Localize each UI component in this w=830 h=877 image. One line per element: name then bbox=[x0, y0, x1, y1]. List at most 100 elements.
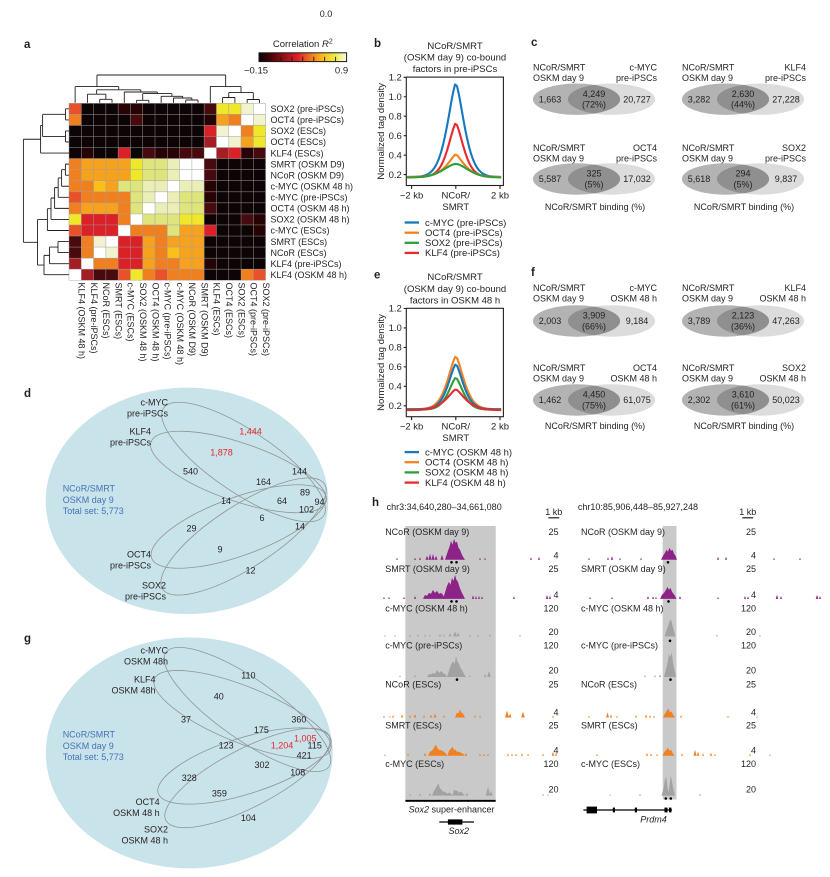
svg-text:3,610: 3,610 bbox=[732, 390, 755, 400]
svg-text:KLF4 (pre-iPSCs): KLF4 (pre-iPSCs) bbox=[89, 283, 99, 354]
svg-text:6: 6 bbox=[259, 513, 264, 523]
svg-text:SOX2 (pre-iPSCs): SOX2 (pre-iPSCs) bbox=[271, 104, 345, 114]
svg-text:OSKM day 9: OSKM day 9 bbox=[63, 741, 114, 751]
svg-text:pre-iPSCs: pre-iPSCs bbox=[616, 73, 658, 83]
svg-text:SOX2 (pre-iPSCs): SOX2 (pre-iPSCs) bbox=[261, 283, 271, 357]
svg-text:25: 25 bbox=[548, 527, 558, 537]
svg-text:NCoR/SMRT: NCoR/SMRT bbox=[682, 283, 735, 293]
svg-text:KLF4 (OSKM 48 h): KLF4 (OSKM 48 h) bbox=[271, 270, 348, 280]
svg-text:1.0: 1.0 bbox=[389, 323, 402, 334]
svg-text:NCoR/SMRT: NCoR/SMRT bbox=[682, 143, 735, 153]
svg-text:20: 20 bbox=[548, 666, 558, 676]
svg-text:c-MYC (ESCs): c-MYC (ESCs) bbox=[271, 226, 330, 236]
svg-text:89: 89 bbox=[300, 487, 310, 497]
svg-text:SMRT (ESCs): SMRT (ESCs) bbox=[385, 721, 442, 731]
svg-text:−2 kb: −2 kb bbox=[400, 422, 424, 433]
svg-text:5,618: 5,618 bbox=[688, 174, 711, 184]
svg-text:14: 14 bbox=[221, 496, 231, 506]
svg-text:29: 29 bbox=[186, 523, 196, 533]
svg-text:9,184: 9,184 bbox=[626, 316, 649, 326]
svg-text:1 kb: 1 kb bbox=[739, 507, 756, 517]
svg-text:302: 302 bbox=[254, 760, 269, 770]
svg-text:OCT4: OCT4 bbox=[633, 143, 657, 153]
svg-text:(5%): (5%) bbox=[733, 179, 752, 189]
svg-text:KLF4 (OSKM 48 h): KLF4 (OSKM 48 h) bbox=[77, 283, 87, 360]
svg-text:1.2: 1.2 bbox=[389, 304, 402, 315]
svg-text:20: 20 bbox=[548, 627, 558, 637]
svg-text:123: 123 bbox=[219, 741, 234, 751]
svg-text:OSKM day 9: OSKM day 9 bbox=[682, 293, 733, 303]
svg-text:NCoR/SMRT: NCoR/SMRT bbox=[682, 63, 735, 73]
svg-text:17,032: 17,032 bbox=[623, 174, 651, 184]
svg-text:359: 359 bbox=[212, 788, 227, 798]
svg-text:KLF4 (pre-iPSCs): KLF4 (pre-iPSCs) bbox=[425, 248, 500, 259]
svg-text:4: 4 bbox=[553, 746, 558, 756]
svg-text:−2 kb: −2 kb bbox=[400, 191, 424, 202]
svg-text:c-MYC (pre-iPSCs): c-MYC (pre-iPSCs) bbox=[581, 641, 658, 651]
svg-text:KLF4 (pre-iPSCs): KLF4 (pre-iPSCs) bbox=[271, 259, 342, 269]
svg-text:4: 4 bbox=[751, 590, 756, 600]
svg-text:KLF4 (ESCs): KLF4 (ESCs) bbox=[212, 283, 222, 336]
svg-text:OCT4 (pre-iPSCs): OCT4 (pre-iPSCs) bbox=[425, 228, 503, 239]
svg-text:NCoR/SMRT binding (%): NCoR/SMRT binding (%) bbox=[545, 421, 645, 431]
svg-text:0.2: 0.2 bbox=[389, 170, 402, 181]
svg-text:SMRT: SMRT bbox=[442, 202, 469, 213]
svg-text:25: 25 bbox=[548, 680, 558, 690]
svg-text:SOX2: SOX2 bbox=[782, 143, 806, 153]
svg-text:2,003: 2,003 bbox=[539, 316, 562, 326]
svg-text:OSKM 48 h: OSKM 48 h bbox=[610, 373, 657, 383]
svg-text:(36%): (36%) bbox=[731, 321, 755, 331]
svg-text:25: 25 bbox=[746, 527, 756, 537]
svg-text:d: d bbox=[24, 388, 31, 400]
svg-text:a: a bbox=[24, 39, 31, 51]
svg-text:NCoR/SMRT: NCoR/SMRT bbox=[533, 283, 586, 293]
svg-text:0.6: 0.6 bbox=[389, 362, 402, 373]
svg-text:OSKM day 9: OSKM day 9 bbox=[533, 73, 584, 83]
svg-text:c-MYC (pre-iPSCs): c-MYC (pre-iPSCs) bbox=[425, 218, 506, 229]
svg-text:4: 4 bbox=[553, 707, 558, 717]
svg-text:c-MYC: c-MYC bbox=[630, 63, 658, 73]
svg-text:OCT4 (pre-iPSCs): OCT4 (pre-iPSCs) bbox=[271, 115, 345, 125]
svg-text:9,837: 9,837 bbox=[775, 174, 798, 184]
svg-text:KLF4: KLF4 bbox=[134, 675, 156, 685]
svg-text:4,249: 4,249 bbox=[583, 89, 606, 99]
svg-text:c-MYC (pre-iPSCs): c-MYC (pre-iPSCs) bbox=[385, 641, 462, 651]
svg-text:1,444: 1,444 bbox=[239, 426, 262, 436]
svg-text:OSKM day 9: OSKM day 9 bbox=[682, 73, 733, 83]
svg-text:(75%): (75%) bbox=[582, 400, 606, 410]
svg-text:SOX2 (pre-iPSCs): SOX2 (pre-iPSCs) bbox=[425, 238, 503, 249]
svg-text:OSKM 48 h: OSKM 48 h bbox=[759, 373, 806, 383]
svg-text:NCoR/SMRT: NCoR/SMRT bbox=[427, 272, 482, 283]
svg-text:0.0: 0.0 bbox=[320, 9, 333, 19]
svg-text:SOX2: SOX2 bbox=[142, 581, 166, 591]
svg-text:14: 14 bbox=[295, 521, 305, 531]
svg-text:325: 325 bbox=[586, 169, 601, 179]
svg-text:c-MYC (OSKM 48 h): c-MYC (OSKM 48 h) bbox=[581, 603, 664, 613]
svg-text:20: 20 bbox=[746, 627, 756, 637]
svg-text:120: 120 bbox=[543, 759, 558, 769]
svg-text:1,663: 1,663 bbox=[539, 94, 562, 104]
svg-text:SOX2: SOX2 bbox=[782, 363, 806, 373]
svg-text:c-MYC (ESCs): c-MYC (ESCs) bbox=[581, 759, 640, 769]
svg-text:NCoR/: NCoR/ bbox=[442, 191, 471, 202]
svg-text:(61%): (61%) bbox=[731, 400, 755, 410]
svg-text:1,878: 1,878 bbox=[210, 447, 233, 457]
svg-text:1.0: 1.0 bbox=[389, 92, 402, 103]
svg-text:NCoR/SMRT: NCoR/SMRT bbox=[682, 363, 735, 373]
svg-text:OSKM 48 h: OSKM 48 h bbox=[610, 293, 657, 303]
svg-text:KLF4 (ESCs): KLF4 (ESCs) bbox=[271, 148, 324, 158]
svg-text:KLF4: KLF4 bbox=[129, 427, 151, 437]
svg-text:NCoR (OSKM D9): NCoR (OSKM D9) bbox=[271, 170, 345, 180]
svg-text:NCoR (OSKM day 9): NCoR (OSKM day 9) bbox=[581, 527, 665, 537]
svg-text:h: h bbox=[372, 497, 379, 509]
svg-text:120: 120 bbox=[741, 759, 756, 769]
svg-text:SMRT (ESCs): SMRT (ESCs) bbox=[581, 721, 638, 731]
svg-text:OSKM day 9: OSKM day 9 bbox=[682, 153, 733, 163]
svg-text:102: 102 bbox=[299, 504, 314, 514]
svg-text:pre-iPSCs: pre-iPSCs bbox=[110, 438, 152, 448]
svg-text:2 kb: 2 kb bbox=[491, 191, 509, 202]
svg-text:Sox2: Sox2 bbox=[449, 826, 470, 836]
svg-text:115: 115 bbox=[308, 741, 322, 751]
svg-text:25: 25 bbox=[746, 721, 756, 731]
svg-text:61,075: 61,075 bbox=[623, 395, 651, 405]
